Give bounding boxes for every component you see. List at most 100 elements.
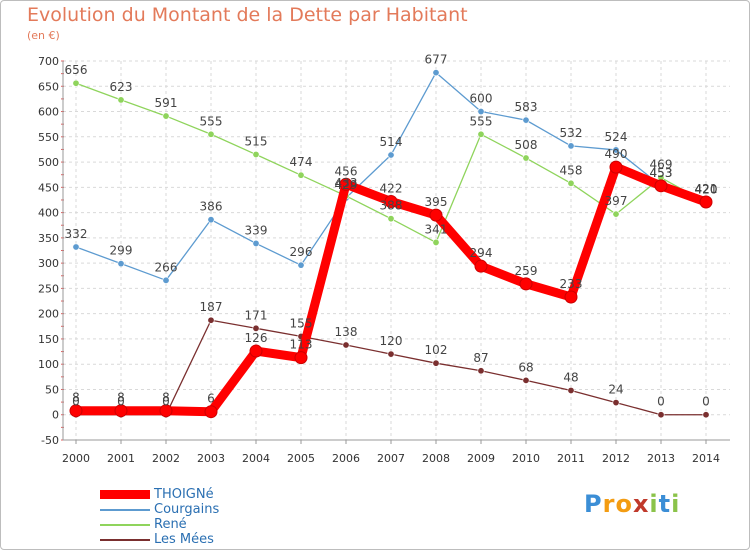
data-label: 514	[380, 135, 403, 149]
data-label: 555	[470, 114, 493, 128]
data-label: 677	[425, 53, 448, 67]
logo-letter: i	[649, 490, 659, 518]
data-label: 87	[473, 351, 488, 365]
x-tick-label: 2013	[647, 452, 675, 465]
chart-title: Evolution du Montant de la Dette par Hab…	[27, 4, 468, 26]
data-label: 120	[380, 334, 403, 348]
data-label: 458	[560, 163, 583, 177]
data-point	[159, 404, 173, 418]
data-point	[342, 341, 350, 349]
data-label: 456	[335, 164, 358, 178]
data-point	[162, 276, 170, 284]
data-label: 332	[65, 227, 88, 241]
data-point	[297, 171, 305, 179]
line-chart: -500501001502002503003504004505005506006…	[38, 53, 730, 465]
data-point	[297, 261, 305, 269]
proxiti-logo: Proxiti	[584, 490, 680, 518]
data-point	[612, 210, 620, 218]
data-label: 524	[605, 130, 628, 144]
axes: -500501001502002503003504004505005506006…	[38, 55, 730, 465]
data-point	[339, 177, 353, 191]
legend-swatch-thoigne	[100, 490, 150, 499]
data-label: 8	[117, 391, 125, 405]
data-point	[72, 243, 80, 251]
data-point	[432, 238, 440, 246]
y-tick-label: 500	[38, 156, 59, 169]
legend-swatch-rene	[100, 523, 150, 526]
data-label: 113	[290, 338, 313, 352]
data-label: 490	[605, 147, 628, 161]
data-label: 453	[650, 166, 673, 180]
data-label: 126	[245, 331, 268, 345]
y-tick-label: -50	[41, 434, 59, 447]
data-point	[162, 112, 170, 120]
data-point	[387, 215, 395, 223]
data-point	[429, 208, 443, 222]
data-point	[432, 359, 440, 367]
data-label: 421	[695, 182, 718, 196]
data-point	[612, 399, 620, 407]
data-label: 453	[650, 166, 673, 180]
x-tick-label: 2003	[197, 452, 225, 465]
data-point	[387, 350, 395, 358]
y-tick-label: 0	[52, 409, 59, 422]
data-label: 8	[162, 391, 170, 405]
x-tick-label: 2008	[422, 452, 450, 465]
data-label: 532	[560, 126, 583, 140]
data-label: 0	[117, 395, 125, 409]
logo-letter: o	[615, 490, 633, 518]
data-label: 623	[110, 80, 133, 94]
data-point	[522, 376, 530, 384]
legend-label-thoigne: THOIGNé	[154, 487, 214, 502]
data-label: 296	[290, 245, 313, 259]
data-label: 656	[65, 63, 88, 77]
data-point	[564, 290, 578, 304]
logo-letter: t	[658, 490, 672, 518]
data-point	[384, 194, 398, 208]
data-point	[117, 260, 125, 268]
data-label: 508	[515, 138, 538, 152]
grid-lines	[63, 60, 730, 441]
data-label: 299	[110, 244, 133, 258]
data-point	[252, 150, 260, 158]
data-label: 420	[695, 182, 718, 196]
data-label: 422	[380, 181, 403, 195]
data-label: 294	[470, 246, 493, 260]
logo-letter: x	[632, 490, 650, 518]
data-point	[114, 404, 128, 418]
data-label: 68	[518, 360, 533, 374]
data-label: 0	[162, 395, 170, 409]
data-point	[567, 142, 575, 150]
x-tick-label: 2012	[602, 452, 630, 465]
y-tick-label: 400	[38, 207, 59, 220]
y-tick-label: 450	[38, 181, 59, 194]
data-label: 0	[72, 395, 80, 409]
data-label: 171	[245, 308, 268, 322]
data-point	[657, 411, 665, 419]
x-tick-label: 2006	[332, 452, 360, 465]
y-tick-label: 100	[38, 358, 59, 371]
data-label: 8	[72, 391, 80, 405]
legend-item-rene: René	[100, 517, 219, 532]
data-label: 102	[425, 343, 448, 357]
data-point	[252, 239, 260, 247]
data-point	[252, 324, 260, 332]
data-point	[477, 108, 485, 116]
data-label: 474	[290, 155, 313, 169]
y-tick-label: 350	[38, 232, 59, 245]
y-tick-label: 550	[38, 131, 59, 144]
data-label: 397	[605, 194, 628, 208]
legend-label-courgains: Courgains	[154, 502, 220, 517]
logo-letter: P	[584, 490, 603, 518]
legend-item-les-mees: Les Mées	[100, 532, 219, 547]
data-point	[567, 386, 575, 394]
data-label: 600	[470, 92, 493, 106]
data-point	[207, 316, 215, 324]
data-label: 433	[335, 176, 358, 190]
data-point	[477, 130, 485, 138]
chart-subtitle: (en €)	[27, 29, 60, 42]
data-label: 339	[245, 223, 268, 237]
data-point	[294, 351, 308, 365]
data-label: 515	[245, 134, 268, 148]
